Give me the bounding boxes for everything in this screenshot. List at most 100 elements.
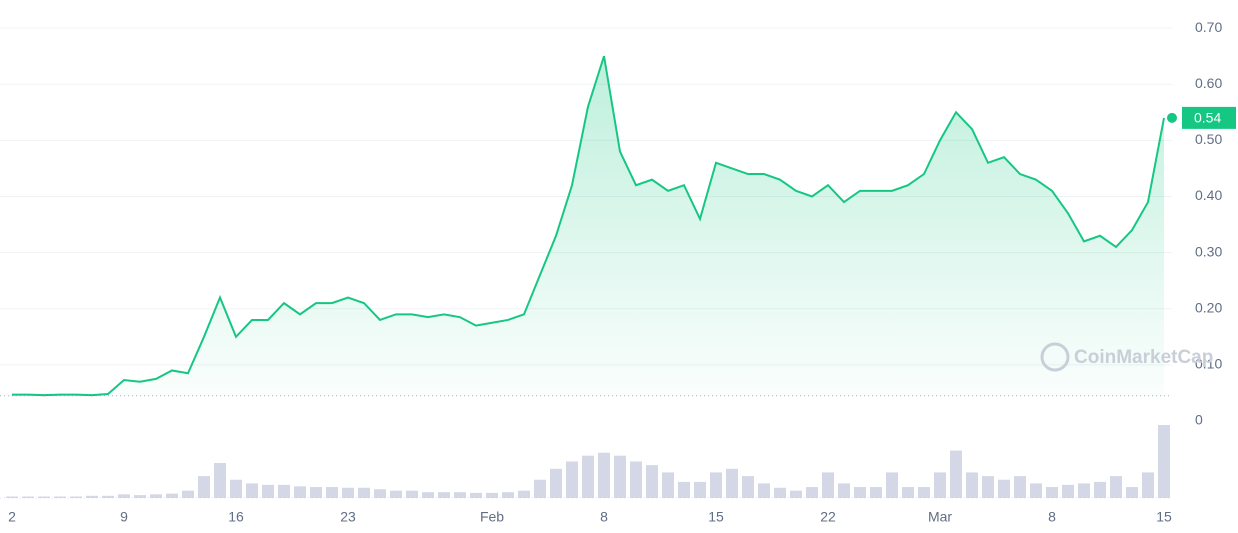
volume-bar: [262, 484, 274, 498]
volume-bar: [1094, 481, 1106, 498]
volume-bar: [614, 455, 626, 498]
volume-bar: [22, 496, 34, 498]
x-tick-label: Mar: [928, 509, 952, 525]
volume-bar: [822, 472, 834, 498]
volume-bar: [102, 495, 114, 498]
volume-bar: [950, 450, 962, 498]
x-tick-label: 9: [120, 509, 128, 525]
volume-bar: [966, 472, 978, 498]
volume-bar: [118, 494, 130, 498]
volume-bar: [214, 462, 226, 498]
volume-bar: [470, 492, 482, 498]
volume-bar: [566, 461, 578, 498]
x-tick-label: 8: [600, 509, 608, 525]
y-tick-label: 0.60: [1195, 75, 1222, 91]
volume-bar: [406, 490, 418, 498]
volume-bar: [886, 472, 898, 498]
volume-bar: [982, 476, 994, 498]
volume-bar: [486, 492, 498, 498]
volume-bar: [358, 487, 370, 498]
volume-bar: [758, 483, 770, 498]
y-tick-label: 0.50: [1195, 131, 1222, 147]
volume-bar: [630, 461, 642, 498]
volume-bar: [902, 487, 914, 498]
volume-bar: [502, 492, 514, 498]
volume-bar: [278, 484, 290, 498]
volume-bar: [710, 472, 722, 498]
volume-bar: [870, 487, 882, 498]
x-tick-label: 16: [228, 509, 244, 525]
y-tick-label: 0.70: [1195, 19, 1222, 35]
y-tick-label: 0.30: [1195, 243, 1222, 259]
volume-bar: [806, 487, 818, 498]
y-tick-label: 0.40: [1195, 187, 1222, 203]
volume-bar: [1126, 487, 1138, 498]
volume-bar: [790, 490, 802, 498]
volume-bar: [1062, 484, 1074, 498]
volume-bar: [998, 479, 1010, 498]
volume-bar: [1110, 476, 1122, 498]
y-tick-label: 0.20: [1195, 299, 1222, 315]
volume-bar: [342, 487, 354, 498]
price-badge-label: 0.54: [1194, 110, 1221, 126]
volume-bar: [326, 487, 338, 498]
x-tick-label: 8: [1048, 509, 1056, 525]
volume-bar: [1046, 487, 1058, 498]
volume-bar: [310, 487, 322, 498]
volume-bar: [390, 490, 402, 498]
volume-bar: [838, 483, 850, 498]
volume-bar: [70, 496, 82, 498]
volume-bar: [726, 468, 738, 498]
volume-bar: [230, 479, 242, 498]
volume-bar: [150, 494, 162, 498]
volume-bar: [86, 495, 98, 498]
volume-bar: [1078, 483, 1090, 498]
x-tick-label: 22: [820, 509, 836, 525]
x-tick-label: Feb: [480, 509, 504, 525]
volume-bar: [1142, 472, 1154, 498]
volume-bar: [662, 472, 674, 498]
volume-bar: [1014, 476, 1026, 498]
x-tick-label: 15: [708, 509, 724, 525]
volume-bar: [534, 479, 546, 498]
volume-bar: [454, 492, 466, 498]
volume-bar: [374, 489, 386, 498]
volume-bar: [246, 483, 258, 498]
x-tick-label: 15: [1156, 509, 1172, 525]
volume-bar: [694, 481, 706, 498]
price-area: [12, 56, 1164, 397]
last-point: [1167, 112, 1177, 123]
x-tick-label: 23: [340, 509, 356, 525]
price-line: [12, 55, 1165, 397]
y-tick-label: 0: [1195, 412, 1203, 428]
volume-bar: [742, 476, 754, 498]
volume-bar: [582, 455, 594, 498]
volume-bar: [38, 496, 50, 498]
volume-bar: [166, 493, 178, 498]
volume-bar: [646, 465, 658, 498]
volume-bar: [422, 492, 434, 498]
y-tick-label: 0.10: [1195, 356, 1222, 372]
volume-bar: [1158, 425, 1170, 498]
volume-bar: [918, 487, 930, 498]
volume-bar: [1030, 483, 1042, 498]
volume-bar: [518, 490, 530, 498]
volume-bar: [198, 476, 210, 498]
volume-bar: [134, 495, 146, 498]
x-tick-label: 2: [8, 509, 16, 525]
volume-bar: [598, 452, 610, 498]
volume-bar: [854, 487, 866, 498]
watermark: CoinMarketCap: [1074, 347, 1213, 368]
volume-bar: [774, 487, 786, 498]
volume-bar: [294, 486, 306, 498]
volume-bar: [934, 472, 946, 498]
watermark-logo: [1040, 342, 1070, 372]
volume-bar: [550, 468, 562, 498]
volume-bar: [182, 490, 194, 498]
volume-bar: [678, 481, 690, 498]
volume-bar: [438, 492, 450, 498]
price-badge: [1182, 106, 1236, 129]
volume-bar: [6, 496, 18, 498]
volume-bar: [54, 496, 66, 498]
